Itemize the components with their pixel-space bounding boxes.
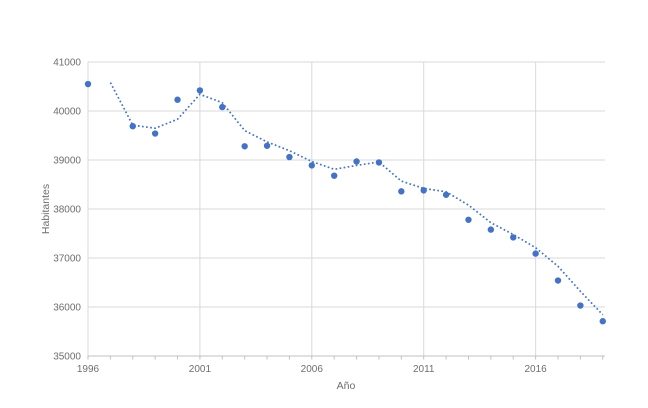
x-tick-label: 1996 <box>77 364 100 375</box>
y-tick-label: 35000 <box>53 352 81 363</box>
data-point <box>510 234 517 241</box>
data-point <box>554 277 562 284</box>
data-point <box>487 226 495 233</box>
y-tick-label: 41000 <box>53 58 81 69</box>
data-point <box>577 302 584 309</box>
data-point <box>420 187 427 194</box>
y-tick-label: 37000 <box>53 254 81 265</box>
data-point <box>151 130 159 137</box>
data-point <box>263 142 271 149</box>
data-point <box>398 188 405 195</box>
x-tick-label: 2016 <box>524 364 547 375</box>
y-tick-label: 36000 <box>53 303 81 314</box>
y-tick-label: 38000 <box>53 205 81 216</box>
data-point <box>330 172 338 179</box>
data-point <box>174 96 181 103</box>
data-point <box>375 159 383 166</box>
data-point <box>129 122 136 130</box>
x-tick-label: 2011 <box>413 364 435 375</box>
data-point <box>84 80 92 88</box>
trendline-path <box>109 82 604 316</box>
data-point <box>532 250 539 257</box>
x-axis-title: Año <box>336 380 356 392</box>
y-tick-label: 39000 <box>53 156 81 167</box>
data-point <box>465 216 472 223</box>
data-point <box>241 143 248 150</box>
data-point <box>442 191 450 198</box>
x-tick-label: 2001 <box>189 364 212 375</box>
data-point <box>286 153 293 161</box>
data-point <box>599 318 606 325</box>
data-point <box>353 158 360 165</box>
data-point <box>196 87 204 94</box>
data-point <box>308 162 316 169</box>
x-tick-label: 2006 <box>301 364 324 375</box>
data-point <box>219 103 226 111</box>
y-tick-label: 40000 <box>53 107 81 118</box>
y-axis-title: Habitantes <box>40 183 52 235</box>
